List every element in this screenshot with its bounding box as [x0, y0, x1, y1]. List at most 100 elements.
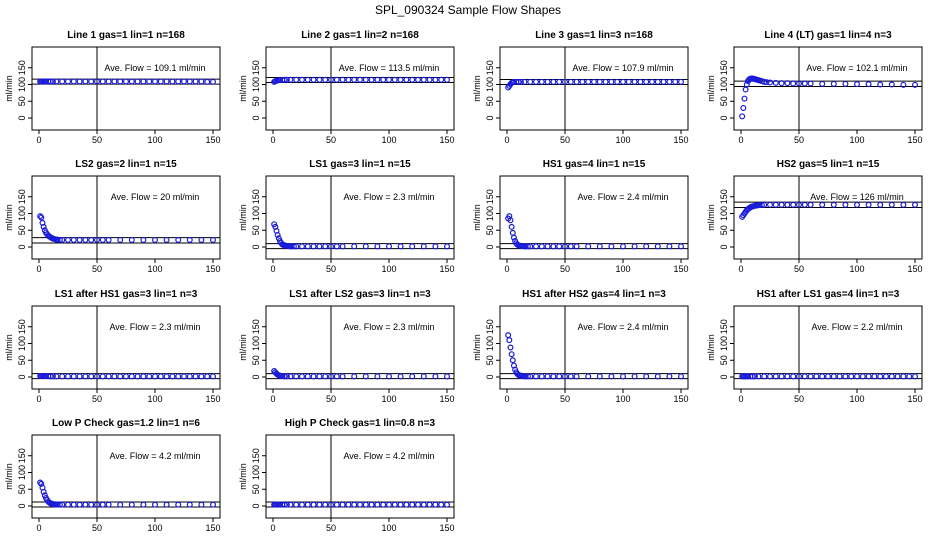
data-point	[508, 223, 515, 230]
data-point	[619, 243, 626, 250]
data-point	[70, 78, 77, 85]
data-point	[538, 78, 545, 85]
data-point	[567, 78, 574, 85]
data-point	[648, 78, 655, 85]
data-point	[59, 373, 66, 380]
plot-frame	[31, 305, 221, 390]
x-tick-label: 50	[326, 264, 336, 274]
x-tick-label: 50	[794, 135, 804, 145]
data-point	[64, 373, 71, 380]
data-point	[105, 78, 112, 85]
plot-frame	[265, 305, 455, 390]
data-point	[573, 373, 580, 380]
y-axis-label: ml/min	[238, 463, 248, 490]
y-tick-label: 0	[251, 115, 261, 120]
data-point	[585, 243, 592, 250]
data-point	[299, 76, 306, 83]
data-point	[524, 243, 531, 250]
data-point	[386, 373, 393, 380]
panel-title: Line 2 gas=1 lin=2 n=168	[301, 30, 419, 41]
data-point	[778, 80, 785, 87]
y-tick-label: 50	[17, 355, 27, 365]
data-point	[49, 373, 56, 380]
y-tick-label: 100	[251, 77, 261, 92]
data-point	[339, 243, 346, 250]
data-point	[877, 81, 884, 88]
x-tick-label: 100	[147, 264, 162, 274]
data-point	[517, 78, 524, 85]
data-point	[766, 373, 773, 380]
data-point	[64, 501, 71, 508]
data-point	[654, 78, 661, 85]
data-point	[140, 373, 147, 380]
x-tick-label: 100	[381, 523, 396, 533]
data-point	[403, 76, 410, 83]
data-point	[585, 78, 592, 85]
data-point	[386, 501, 393, 508]
data-point	[88, 236, 95, 243]
data-point	[56, 501, 63, 508]
data-point	[157, 373, 164, 380]
average-flow-annotation: Ave. Flow = 2.4 ml/min	[577, 322, 668, 332]
x-tick-label: 100	[147, 135, 162, 145]
data-point	[865, 201, 872, 208]
data-point	[596, 243, 603, 250]
data-point	[801, 80, 808, 87]
x-tick-label: 150	[205, 135, 220, 145]
data-point	[47, 373, 54, 380]
data-point	[380, 501, 387, 508]
data-point	[304, 76, 311, 83]
x-tick-label: 0	[36, 523, 41, 533]
data-point	[152, 373, 159, 380]
data-point	[871, 373, 878, 380]
data-point	[152, 236, 159, 243]
data-point	[544, 243, 551, 250]
data-point	[888, 81, 895, 88]
panel-title: LS2 gas=2 lin=1 n=15	[75, 159, 177, 170]
x-tick-label: 50	[92, 394, 102, 404]
data-point	[82, 501, 89, 508]
y-tick-label: 100	[719, 77, 729, 92]
data-point	[877, 201, 884, 208]
data-point	[146, 373, 153, 380]
data-point	[426, 76, 433, 83]
data-point	[345, 501, 352, 508]
data-point	[198, 373, 205, 380]
data-point	[524, 373, 531, 380]
data-point	[290, 243, 297, 250]
average-flow-annotation: Ave. Flow = 4.2 ml/min	[343, 451, 434, 461]
data-point	[128, 501, 135, 508]
x-tick-label: 150	[439, 135, 454, 145]
data-point	[293, 501, 300, 508]
y-tick-label: 150	[719, 60, 729, 75]
x-tick-label: 100	[147, 523, 162, 533]
x-tick-label: 100	[381, 264, 396, 274]
panel-title: LS1 after LS2 gas=3 lin=1 n=3	[289, 289, 431, 300]
data-point	[790, 201, 797, 208]
data-point	[186, 501, 193, 508]
data-point	[322, 76, 329, 83]
data-point	[403, 501, 410, 508]
data-point	[128, 373, 135, 380]
average-flow-annotation: Ave. Flow = 109.1 ml/min	[104, 63, 205, 73]
data-point	[409, 373, 416, 380]
data-point	[900, 81, 907, 88]
panel-title: High P Check gas=1 lin=0.8 n=3	[285, 418, 436, 429]
average-flow-annotation: Ave. Flow = 126 ml/min	[810, 192, 904, 202]
data-point	[339, 76, 346, 83]
y-tick-label: 50	[719, 225, 729, 235]
data-point	[550, 243, 557, 250]
y-tick-label: 0	[485, 115, 495, 120]
data-point	[163, 236, 170, 243]
data-point	[175, 501, 182, 508]
data-point	[608, 373, 615, 380]
data-point	[281, 373, 288, 380]
x-tick-label: 150	[439, 523, 454, 533]
panel-title: HS1 after LS1 gas=4 lin=1 n=3	[757, 289, 900, 300]
data-point	[380, 76, 387, 83]
y-axis-label: ml/min	[472, 334, 482, 361]
data-point	[741, 95, 748, 102]
data-point	[88, 373, 95, 380]
